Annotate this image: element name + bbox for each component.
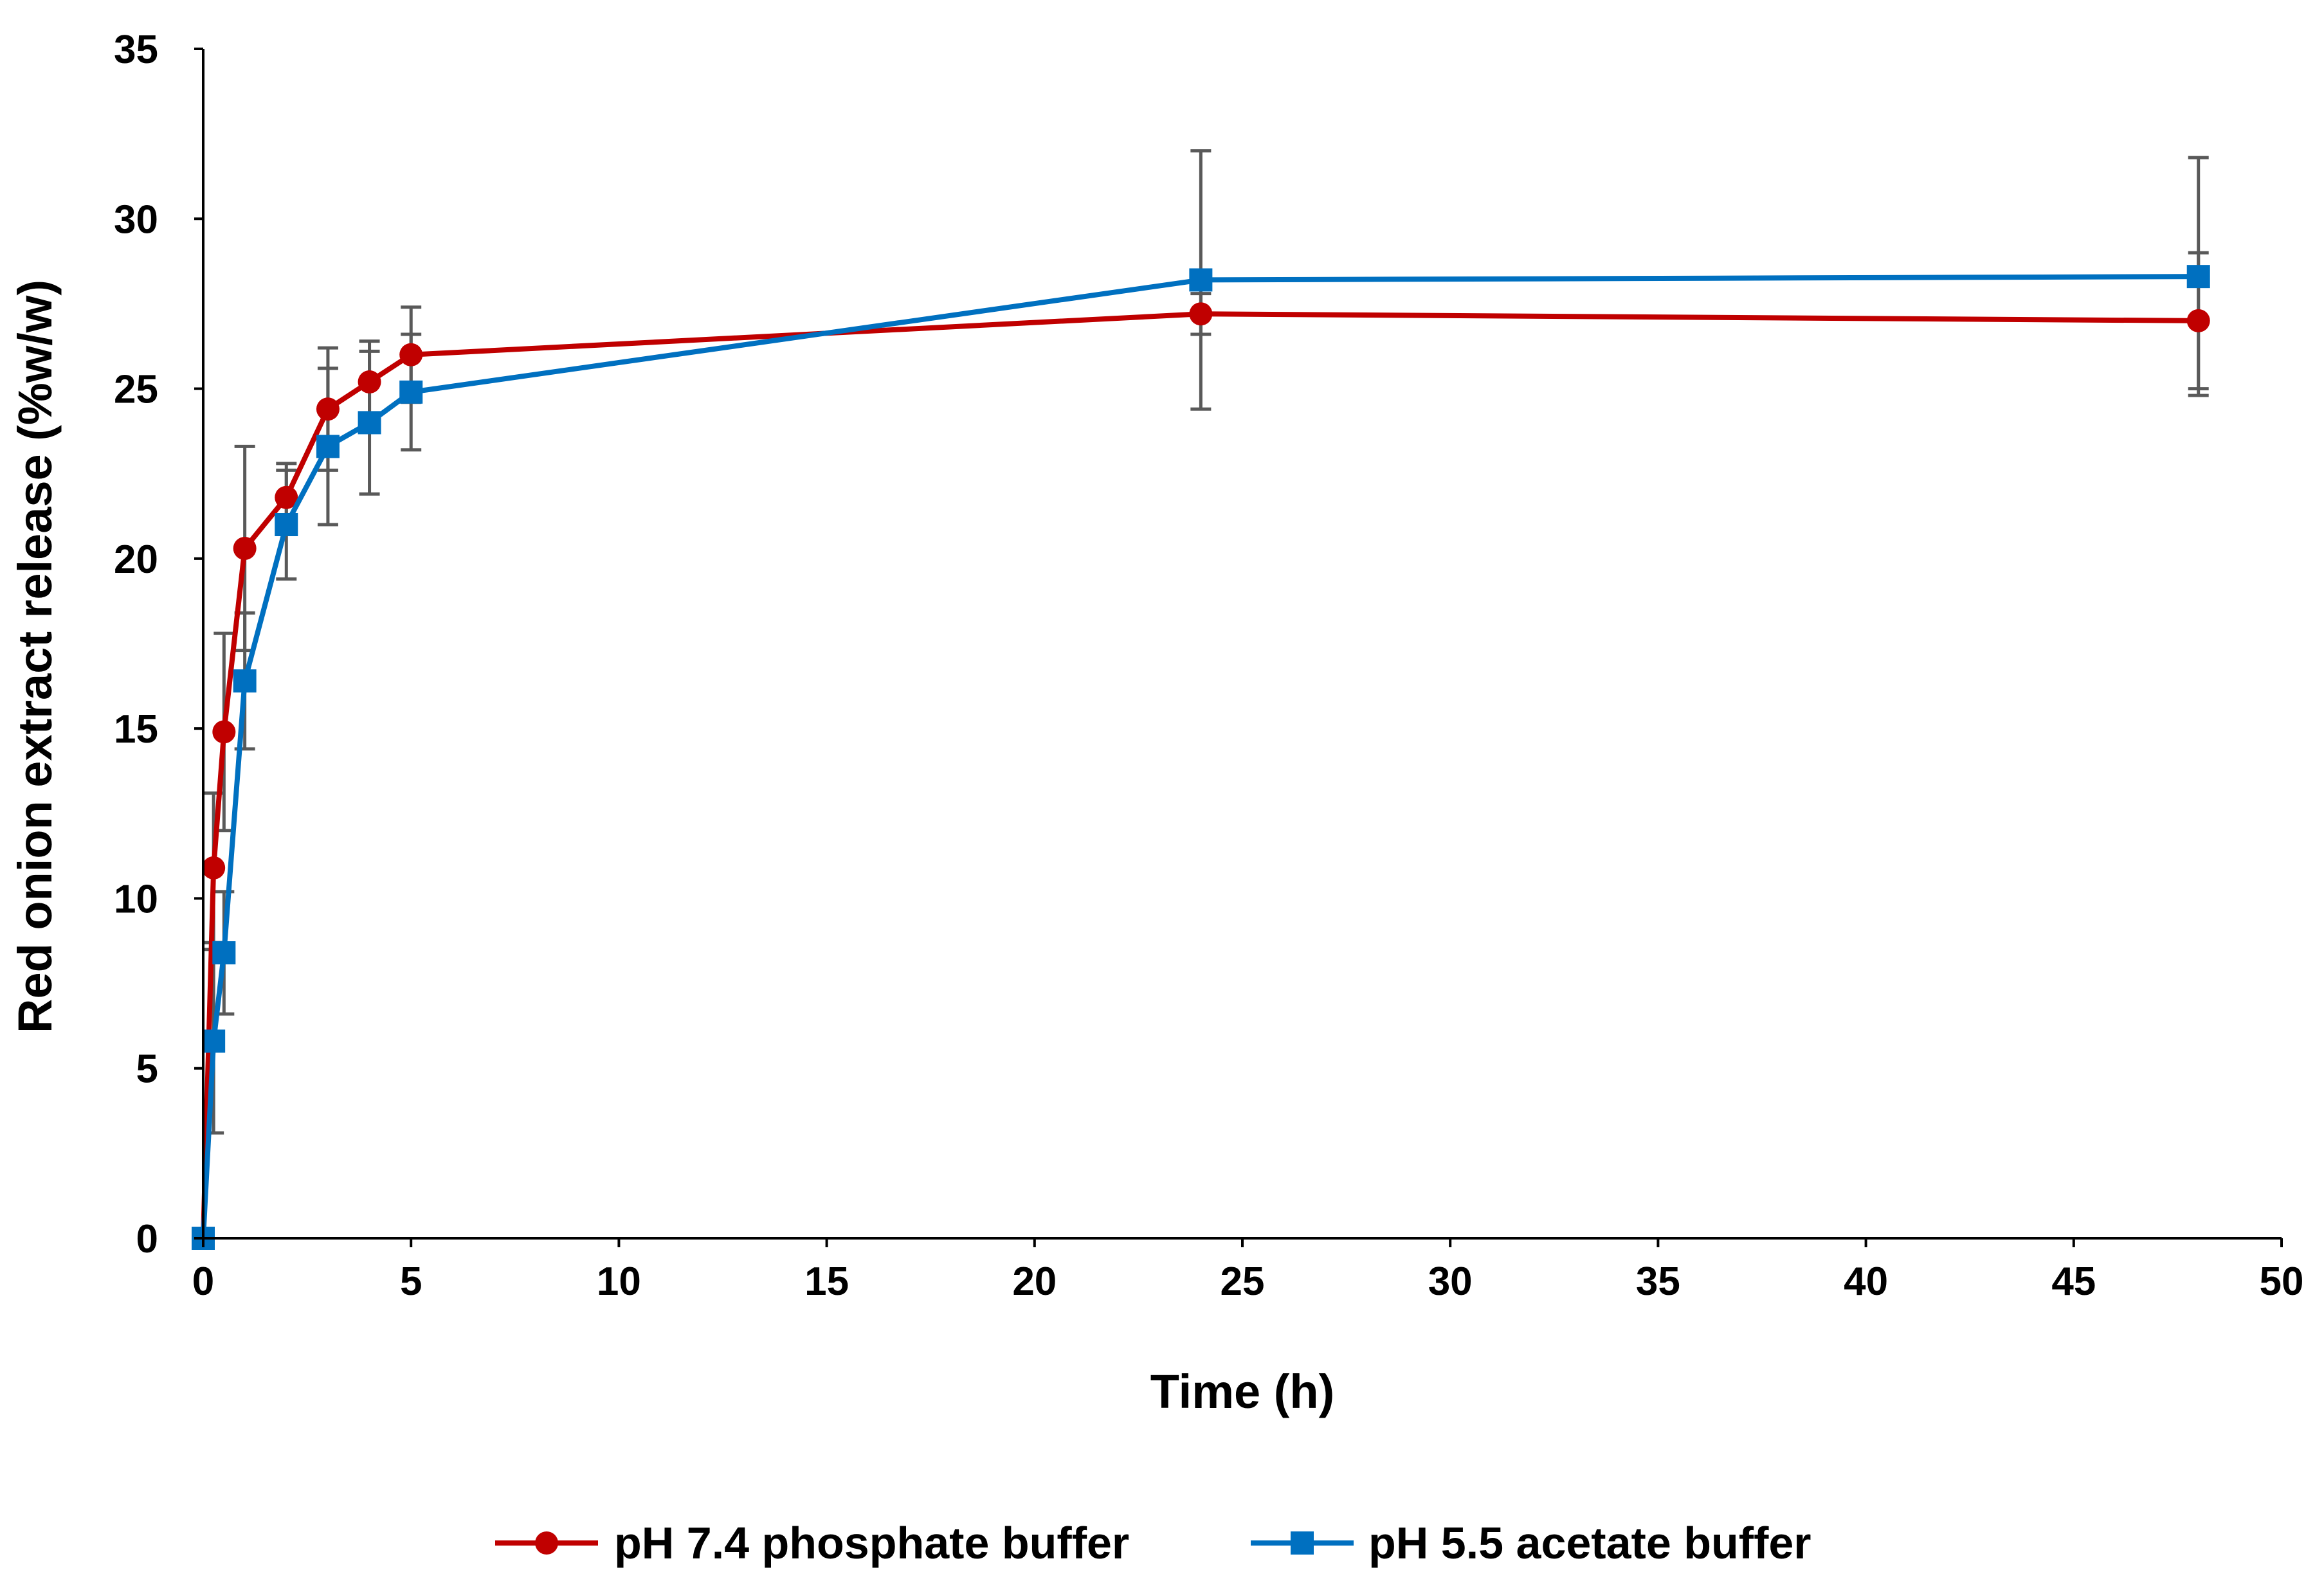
x-tick-label: 15 (804, 1259, 849, 1304)
series-1 (192, 302, 2210, 1250)
y-tick-label: 15 (114, 707, 158, 752)
data-point (233, 669, 257, 693)
legend-square-marker (1291, 1531, 1314, 1555)
legend-item: pH 7.4 phosphate buffer (495, 1518, 1129, 1568)
data-point (275, 485, 298, 509)
y-tick-label: 20 (114, 537, 158, 582)
x-tick-label: 0 (192, 1259, 214, 1304)
y-tick-label: 25 (114, 368, 158, 412)
legend-item: pH 5.5 acetate buffer (1251, 1518, 1811, 1568)
data-point (399, 343, 423, 366)
x-tick-label: 35 (1636, 1259, 1680, 1304)
data-point (358, 411, 381, 435)
series-line (201, 311, 2199, 1239)
legend: pH 7.4 phosphate buffer pH 5.5 acetate bu… (495, 1518, 1811, 1568)
y-tick-label: 5 (136, 1047, 158, 1092)
error-bars (203, 149, 2209, 1135)
y-tick-label: 10 (114, 877, 158, 921)
y-tick-label: 30 (114, 197, 158, 242)
data-point (275, 513, 298, 536)
x-tick-label: 5 (400, 1259, 422, 1304)
data-point (316, 397, 340, 421)
data-point (202, 856, 226, 880)
x-tick-label: 30 (1428, 1259, 1473, 1304)
legend-label: pH 7.4 phosphate buffer (614, 1518, 1129, 1568)
x-tick-label: 50 (2260, 1259, 2304, 1304)
data-point (202, 1029, 226, 1053)
series-2 (192, 265, 2210, 1250)
data-point (212, 941, 236, 964)
y-tick-label: 35 (114, 28, 158, 72)
y-tick-label: 0 (136, 1217, 158, 1261)
data-point (233, 537, 257, 560)
data-point (316, 435, 340, 458)
x-axis-ticks: 0 5 10 15 20 25 30 35 40 45 50 (192, 1238, 2304, 1304)
axes (202, 49, 2282, 1240)
series-layer (192, 265, 2210, 1250)
x-tick-label: 40 (1844, 1259, 1888, 1304)
x-axis-title: Time (h) (1150, 1365, 1334, 1418)
legend-circle-marker (535, 1531, 558, 1555)
series-line (201, 274, 2199, 1239)
x-tick-label: 20 (1012, 1259, 1057, 1304)
data-point (2186, 265, 2210, 289)
x-tick-label: 45 (2051, 1259, 2096, 1304)
x-tick-label: 10 (597, 1259, 641, 1304)
legend-label: pH 5.5 acetate buffer (1368, 1518, 1811, 1568)
y-axis-ticks: 0 5 10 15 20 25 30 35 (114, 28, 203, 1261)
data-point (212, 720, 236, 744)
data-point (1189, 302, 1213, 326)
data-point (358, 370, 381, 393)
data-point (2186, 309, 2210, 332)
x-tick-label: 25 (1221, 1259, 1265, 1304)
data-point (1189, 268, 1213, 292)
y-axis-title: Red onion extract release (%w/w) (8, 280, 62, 1033)
data-point (399, 380, 423, 404)
